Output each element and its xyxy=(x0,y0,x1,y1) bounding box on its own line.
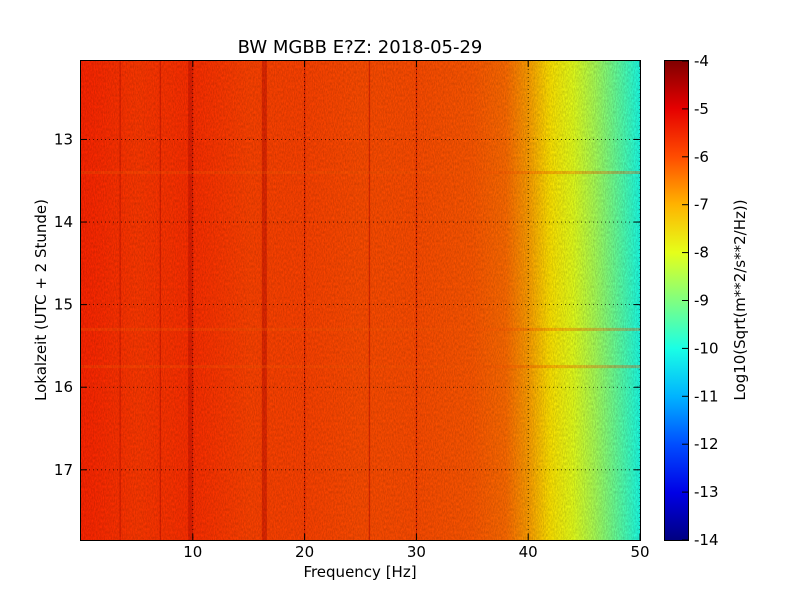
x-tick-label: 40 xyxy=(519,543,538,561)
colorbar-tick-label: -8 xyxy=(694,244,709,262)
y-axis-label: Lokalzeit (UTC + 2 Stunde) xyxy=(32,199,50,401)
y-axis-ticks: 13 14 15 16 17 xyxy=(54,130,640,479)
colorbar-tick-label: -4 xyxy=(694,52,709,70)
y-tick-label: 16 xyxy=(54,378,73,396)
colorbar-tick-label: -14 xyxy=(694,531,719,549)
colorbar: -4 -5 -6 -7 -8 -9 -10 -11 -12 -13 -14 Log10(Sqrt(m… xyxy=(664,52,749,549)
y-tick-label: 13 xyxy=(54,130,73,148)
chart-title: BW MGBB E?Z: 2018-05-29 xyxy=(238,37,483,58)
colorbar-tick-label: -6 xyxy=(694,148,709,166)
x-axis-ticks: 10 20 30 40 50 xyxy=(183,61,650,561)
colorbar-tick-label: -11 xyxy=(694,387,719,405)
plot-frame xyxy=(80,60,641,541)
x-tick-label: 50 xyxy=(630,543,649,561)
colorbar-tick-label: -5 xyxy=(694,100,709,118)
x-tick-label: 10 xyxy=(183,543,202,561)
y-tick-label: 15 xyxy=(54,296,73,314)
colorbar-tick-label: -9 xyxy=(694,292,709,310)
chart-title-group: BW MGBB E?Z: 2018-05-29 xyxy=(238,37,483,58)
colorbar-label: Log10(Sqrt(m**2/s**2/Hz)) xyxy=(731,199,749,400)
colorbar-tick-label: -7 xyxy=(694,196,709,214)
colorbar-tick-label: -10 xyxy=(694,339,719,357)
y-tick-label: 14 xyxy=(54,213,73,231)
colorbar-tick-label: -12 xyxy=(694,435,719,453)
colorbar-ticks: -4 -5 -6 -7 -8 -9 -10 -11 -12 -13 -14 xyxy=(682,52,719,549)
x-tick-label: 30 xyxy=(407,543,426,561)
spectrogram-noise xyxy=(81,61,640,540)
x-tick-label: 20 xyxy=(295,543,314,561)
x-axis-label: Frequency [Hz] xyxy=(303,563,416,581)
colorbar-tick-label: -13 xyxy=(694,483,719,501)
spectrogram-plot xyxy=(81,61,640,540)
y-tick-label: 17 xyxy=(54,461,73,479)
